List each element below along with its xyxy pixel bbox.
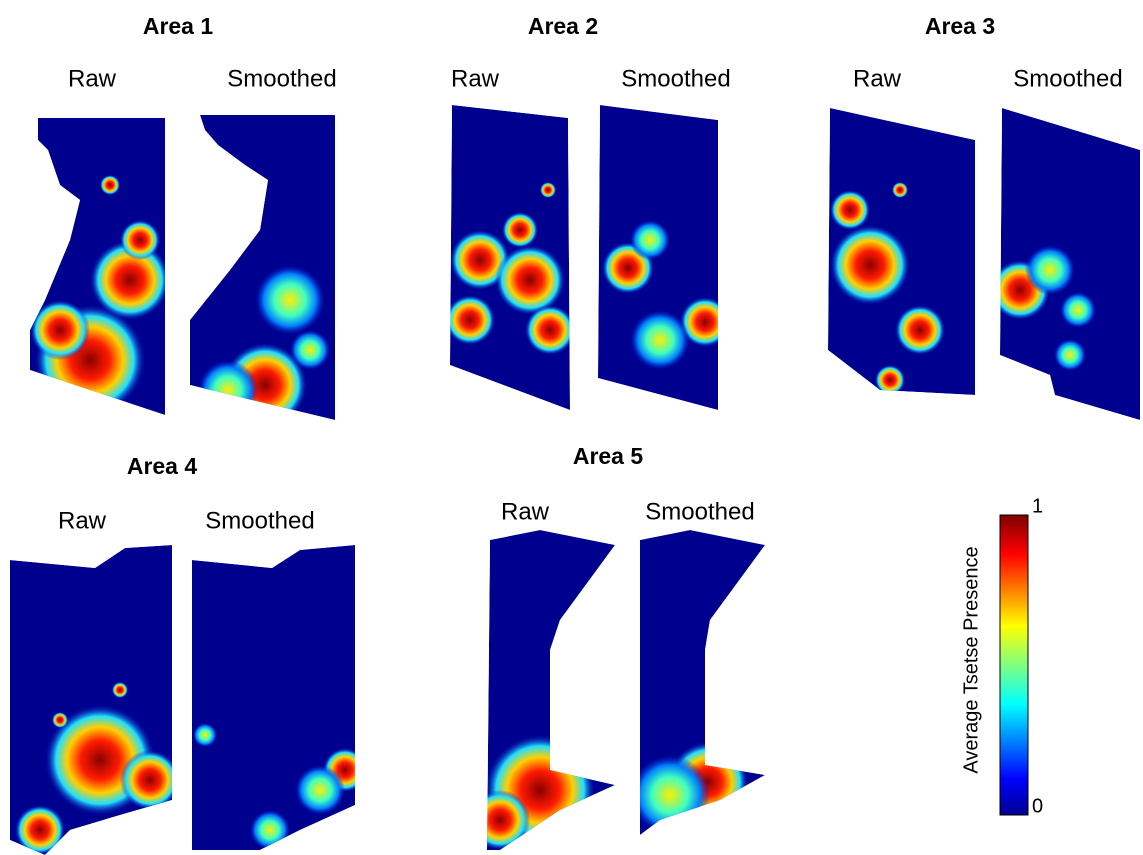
panel-label: Raw xyxy=(58,507,107,534)
presence-patch xyxy=(630,310,690,370)
presence-patch xyxy=(895,305,945,355)
map xyxy=(598,105,730,410)
figure: Average Tsetse Presence Area 1 Raw Smoothe… xyxy=(0,0,1143,855)
presence-patch xyxy=(193,723,217,747)
area-title: Area 2 xyxy=(528,13,598,39)
presence-patch xyxy=(630,755,710,835)
panel-label: Raw xyxy=(853,65,902,92)
panel-label: Smoothed xyxy=(227,65,336,92)
map xyxy=(470,530,615,850)
area-title: Area 1 xyxy=(143,13,214,39)
colorbar-label: Average Tsetse Presence xyxy=(960,546,982,773)
presence-patch xyxy=(1025,245,1075,295)
presence-patch xyxy=(1060,292,1096,328)
presence-patch xyxy=(100,175,120,195)
panel-label: Smoothed xyxy=(645,498,754,525)
presence-patch xyxy=(892,182,908,198)
presence-patch xyxy=(525,305,575,355)
area-title: Area 5 xyxy=(573,443,644,469)
presence-patch xyxy=(295,765,345,815)
presence-patch xyxy=(470,790,530,850)
presence-patch xyxy=(830,225,910,305)
map xyxy=(630,530,765,835)
presence-patch xyxy=(15,805,65,855)
presence-patch xyxy=(255,265,325,335)
area-title: Area 3 xyxy=(925,13,995,39)
map xyxy=(990,108,1140,420)
colorbar xyxy=(1000,515,1028,815)
presence-patch xyxy=(198,360,258,420)
panel-label: Smoothed xyxy=(1013,65,1122,92)
colorbar-tick-label: 1 xyxy=(1032,495,1043,517)
area-title: Area 4 xyxy=(127,453,198,479)
presence-patch xyxy=(830,190,870,230)
presence-patch xyxy=(30,300,90,360)
colorbar-tick-label: 0 xyxy=(1032,795,1043,817)
presence-patch xyxy=(502,212,538,248)
panel-label: Raw xyxy=(451,65,500,92)
presence-patch xyxy=(290,330,330,370)
map xyxy=(445,105,575,410)
panel-label: Smoothed xyxy=(621,65,730,92)
presence-patch xyxy=(52,712,68,728)
presence-patch xyxy=(1054,339,1086,371)
presence-patch xyxy=(120,220,160,260)
presence-patch xyxy=(445,295,495,345)
presence-patch xyxy=(120,750,180,810)
presence-patch xyxy=(112,682,128,698)
map xyxy=(190,115,335,427)
presence-patch xyxy=(630,220,670,260)
map xyxy=(10,545,180,855)
map xyxy=(828,108,975,395)
presence-patch xyxy=(250,810,290,850)
panel-label: Raw xyxy=(501,498,550,525)
presence-patch xyxy=(875,365,905,395)
panel-label: Raw xyxy=(68,65,117,92)
map xyxy=(30,118,170,415)
map xyxy=(192,545,367,850)
presence-patch xyxy=(540,182,556,198)
presence-patch xyxy=(495,245,565,315)
panel-label: Smoothed xyxy=(205,507,314,534)
